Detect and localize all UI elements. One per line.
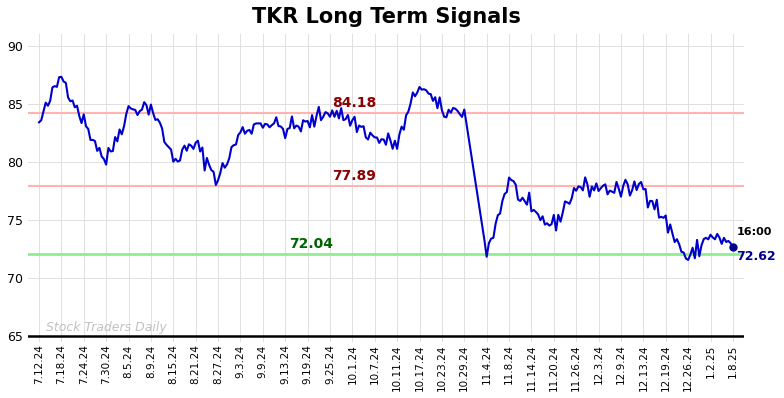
Title: TKR Long Term Signals: TKR Long Term Signals <box>252 7 521 27</box>
Text: 16:00: 16:00 <box>736 227 771 237</box>
Text: 77.89: 77.89 <box>332 170 376 183</box>
Text: 72.04: 72.04 <box>289 237 333 251</box>
Text: 72.62: 72.62 <box>736 250 776 263</box>
Text: 84.18: 84.18 <box>332 96 376 110</box>
Text: Stock Traders Daily: Stock Traders Daily <box>45 321 166 334</box>
